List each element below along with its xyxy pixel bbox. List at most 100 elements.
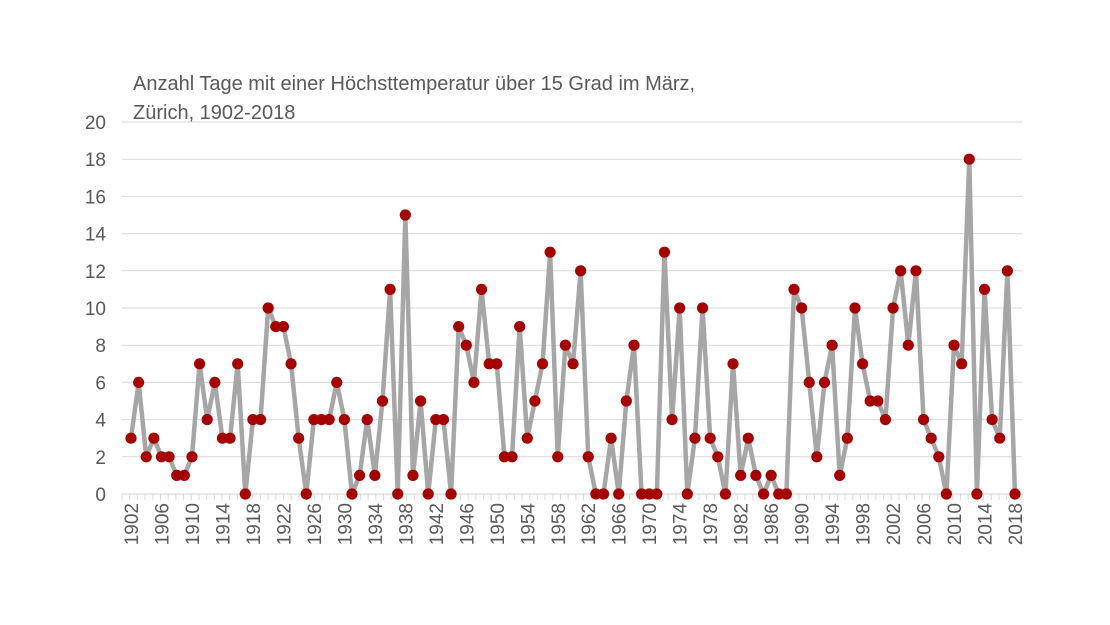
data-point-2015 xyxy=(986,414,998,426)
data-point-1972 xyxy=(658,246,671,258)
x-tick-label: 1942 xyxy=(427,503,448,545)
data-point-1968 xyxy=(628,339,640,351)
data-point-1940 xyxy=(414,395,427,407)
data-point-1993 xyxy=(818,376,831,388)
data-point-2013 xyxy=(971,488,983,500)
y-tick-label: 16 xyxy=(85,187,106,208)
data-point-1922 xyxy=(277,321,290,333)
chart-title-line-2: Zürich, 1902-2018 xyxy=(133,102,296,124)
data-point-1975 xyxy=(681,488,693,500)
data-point-1907 xyxy=(163,451,175,463)
series-line xyxy=(128,156,1018,497)
data-point-1936 xyxy=(384,283,396,295)
x-tick-label: 2006 xyxy=(915,503,936,545)
x-tick-label: 2014 xyxy=(976,503,997,546)
data-point-1928 xyxy=(323,414,335,426)
x-tick-label: 1926 xyxy=(305,503,326,545)
data-point-2000 xyxy=(872,395,884,407)
data-point-1920 xyxy=(262,302,274,314)
data-point-1981 xyxy=(727,358,739,370)
y-tick-label: 0 xyxy=(95,485,106,506)
data-point-1974 xyxy=(674,302,686,314)
x-tick-label: 1990 xyxy=(793,503,814,545)
y-tick-label: 12 xyxy=(85,262,106,283)
data-point-1941 xyxy=(422,488,434,500)
data-point-1995 xyxy=(834,469,846,481)
data-point-1976 xyxy=(689,432,701,444)
data-point-1984 xyxy=(750,469,762,481)
y-tick-label: 10 xyxy=(85,299,106,320)
data-point-1931 xyxy=(346,488,358,500)
x-tick-label: 1902 xyxy=(122,503,143,545)
data-point-1986 xyxy=(765,469,777,481)
data-point-1910 xyxy=(186,451,198,463)
data-point-2002 xyxy=(887,302,899,314)
data-point-2003 xyxy=(895,265,907,277)
data-point-1959 xyxy=(559,339,571,351)
data-point-1954 xyxy=(521,432,533,444)
data-point-1909 xyxy=(178,469,190,481)
data-point-1950 xyxy=(491,358,503,370)
x-tick-label: 1922 xyxy=(274,503,295,545)
x-axis xyxy=(121,493,1023,500)
data-point-1925 xyxy=(300,488,312,500)
data-point-1923 xyxy=(285,358,297,370)
series-points xyxy=(125,153,1021,500)
x-tick-label: 1930 xyxy=(335,503,356,545)
data-point-1958 xyxy=(552,451,564,463)
data-point-2004 xyxy=(902,339,914,351)
chart-title-line-1: Anzahl Tage mit einer Höchsttemperatur ü… xyxy=(133,73,696,95)
data-point-1947 xyxy=(468,376,480,388)
data-point-1994 xyxy=(826,339,838,351)
y-axis-tick-labels: 0 2 4 6 8 10 12 14 16 18 20 xyxy=(85,113,107,506)
data-point-1912 xyxy=(201,414,213,426)
data-point-1997 xyxy=(849,302,861,314)
data-point-1916 xyxy=(232,358,244,370)
data-point-1915 xyxy=(224,432,236,444)
data-point-1948 xyxy=(475,283,488,295)
y-tick-label: 8 xyxy=(95,336,106,357)
chart-title: Anzahl Tage mit einer Höchsttemperatur ü… xyxy=(133,70,833,128)
data-point-1964 xyxy=(597,488,610,500)
data-point-1988 xyxy=(780,488,792,500)
data-point-1980 xyxy=(719,488,732,500)
data-point-1989 xyxy=(788,283,800,295)
data-point-1911 xyxy=(193,358,206,370)
x-tick-label: 1914 xyxy=(213,503,234,546)
x-tick-label: 2018 xyxy=(1006,503,1027,545)
x-tick-label: 1962 xyxy=(579,503,600,545)
data-point-2007 xyxy=(925,432,937,444)
x-tick-label: 2002 xyxy=(884,503,905,545)
data-point-1983 xyxy=(742,432,754,444)
data-point-1960 xyxy=(567,358,579,370)
data-point-1998 xyxy=(856,358,869,370)
x-tick-label: 1982 xyxy=(732,503,753,545)
y-tick-label: 2 xyxy=(95,448,106,469)
data-point-1966 xyxy=(613,488,625,500)
data-point-1991 xyxy=(803,376,815,388)
data-point-1979 xyxy=(712,451,724,463)
x-tick-label: 2010 xyxy=(945,503,966,545)
data-point-1937 xyxy=(392,488,404,500)
data-point-1933 xyxy=(361,414,373,426)
data-point-2018 xyxy=(1009,488,1021,500)
x-tick-label: 1974 xyxy=(671,503,692,546)
data-point-2017 xyxy=(1001,265,1013,277)
gridlines xyxy=(122,121,1022,458)
data-point-1982 xyxy=(735,469,747,481)
data-point-1934 xyxy=(369,469,381,481)
data-point-1905 xyxy=(148,432,160,444)
data-point-1919 xyxy=(254,414,267,426)
data-point-1992 xyxy=(811,451,823,463)
data-point-1977 xyxy=(696,302,709,314)
x-tick-label: 1994 xyxy=(823,503,844,546)
data-point-1978 xyxy=(704,432,716,444)
data-point-1946 xyxy=(460,339,472,351)
data-point-2009 xyxy=(940,488,953,500)
y-tick-label: 18 xyxy=(85,150,106,171)
x-tick-label: 1954 xyxy=(518,503,539,546)
x-tick-label: 1950 xyxy=(488,503,509,545)
x-tick-label: 1966 xyxy=(610,503,631,545)
x-tick-label: 1906 xyxy=(152,503,173,545)
